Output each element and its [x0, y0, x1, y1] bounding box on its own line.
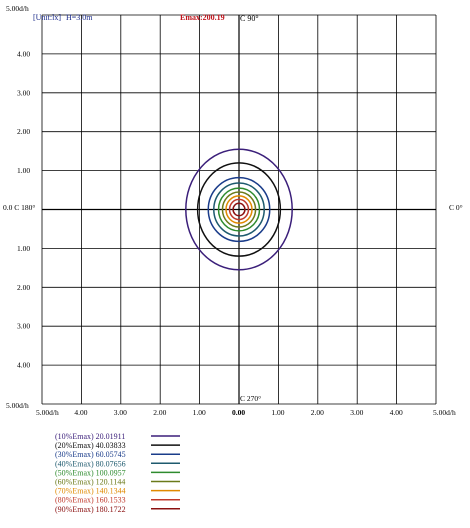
- height-label: H=3.0m: [66, 13, 93, 22]
- y-tick-label: 1.00: [17, 166, 30, 175]
- x-tick-label: 3.00: [114, 408, 127, 417]
- y-tick-label: 4.00: [17, 361, 30, 370]
- legend-item-label: (40%Emax) 80.07656: [55, 459, 126, 468]
- y-tick-label: 1.00: [17, 244, 30, 253]
- unit-label: [Unit:lx]: [33, 13, 61, 22]
- y-tick-label: 3.00: [17, 322, 30, 331]
- contour-line: [213, 182, 265, 237]
- legend-item-label: (90%Emax) 180.1722: [55, 505, 126, 514]
- x-tick-label: 3.00: [350, 408, 363, 417]
- x-tick-label: 2.00: [153, 408, 166, 417]
- c180-label: 0.0 C 180°: [3, 203, 35, 212]
- c0-label: C 0°: [449, 203, 463, 212]
- c270-label: C 270°: [240, 394, 261, 403]
- contour-line: [232, 202, 246, 217]
- contour-lines: [185, 148, 293, 271]
- x-tick-label: 2.00: [311, 408, 324, 417]
- legend-item-label: (50%Emax) 100.0957: [55, 468, 126, 477]
- contour-line: [185, 148, 293, 271]
- chart-grid: [41, 14, 437, 405]
- c90-label: C 90°: [240, 14, 259, 23]
- y-tick-label: 2.00: [17, 127, 30, 136]
- contour-line: [196, 162, 282, 257]
- legend-item-label: (60%Emax) 120.1144: [55, 478, 125, 487]
- emax-label: Emax:200.19: [180, 13, 225, 22]
- contour-line: [217, 187, 261, 232]
- y-tick-label: 4.00: [17, 49, 30, 58]
- x-right-label: 5.00d/h: [433, 408, 456, 417]
- x-tick-label: 1.00: [271, 408, 284, 417]
- contour-line: [225, 195, 253, 224]
- legend-item-label: (20%Emax) 40.03833: [55, 441, 126, 450]
- x-tick-labels: 4.00 3.00 2.00 1.00 0.00 1.00 2.00 3.00 4.00: [74, 408, 403, 417]
- legend-item-label: (80%Emax) 160.1533: [55, 496, 126, 505]
- x-tick-label: 0.00: [232, 408, 245, 417]
- x-left-label: 5.00d/h: [36, 408, 59, 417]
- y-tick-label: 3.00: [17, 88, 30, 97]
- legend: (10%Emax) 20.01911(20%Emax) 40.03833(30%…: [55, 432, 180, 514]
- x-tick-label: 4.00: [74, 408, 87, 417]
- contour-line: [228, 198, 250, 221]
- corner-bottom-left-label: 5.00d/h: [6, 401, 29, 410]
- contour-line: [207, 176, 271, 243]
- legend-item-label: (10%Emax) 20.01911: [55, 432, 125, 441]
- corner-top-left-label: 5.00d/h: [6, 4, 29, 13]
- legend-item-label: (70%Emax) 140.1344: [55, 487, 126, 496]
- contour-line: [221, 191, 257, 228]
- x-tick-label: 1.00: [193, 408, 206, 417]
- x-tick-label: 4.00: [390, 408, 403, 417]
- legend-item-label: (30%Emax) 60.05745: [55, 450, 126, 459]
- y-tick-labels: 4.00 3.00 2.00 1.00 1.00 2.00 3.00 4.00: [17, 49, 30, 369]
- y-tick-label: 2.00: [17, 283, 30, 292]
